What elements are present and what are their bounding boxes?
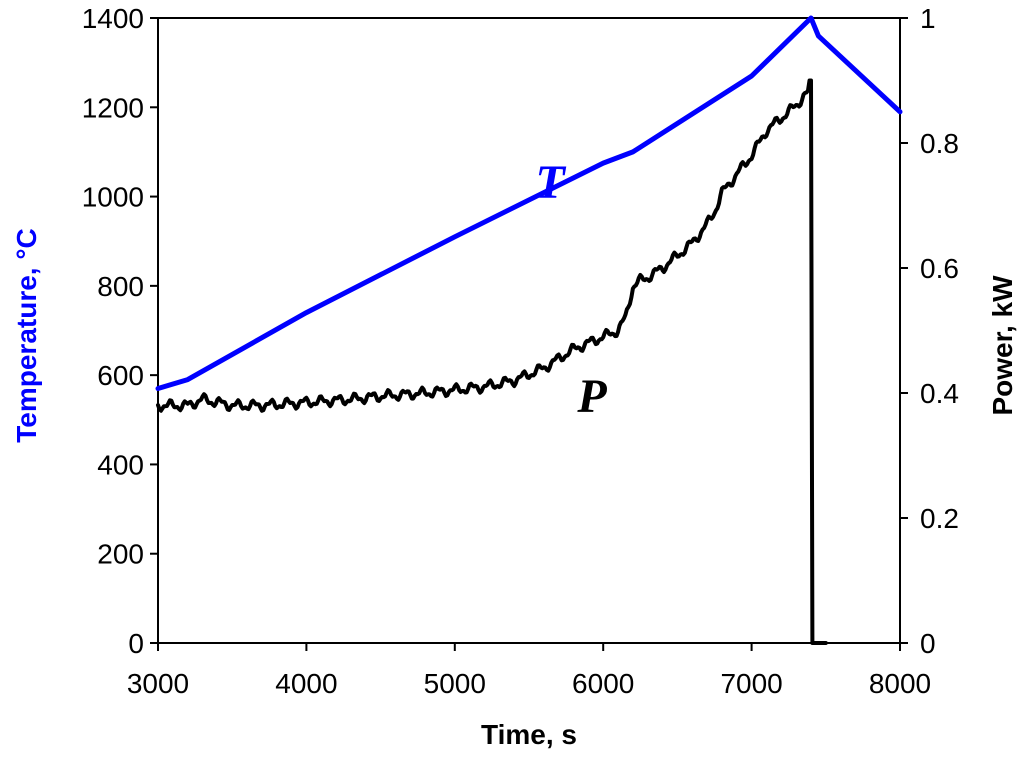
x-axis: 3000 4000 5000 6000 7000 8000 [127, 643, 931, 699]
right-y-tick-label: 0.2 [920, 503, 959, 534]
x-tick-label: 6000 [572, 668, 634, 699]
right-y-axis: 0 0.2 0.4 0.6 0.8 1 [900, 3, 959, 659]
left-y-axis-title: Temperature, °C [11, 228, 42, 443]
x-tick-label: 5000 [424, 668, 486, 699]
right-y-tick-label: 0.4 [920, 378, 959, 409]
right-y-tick-label: 0.6 [920, 253, 959, 284]
x-axis-title: Time, s [481, 719, 577, 750]
left-y-tick-label: 1400 [82, 3, 144, 34]
left-y-tick-label: 400 [97, 449, 144, 480]
left-y-tick-label: 600 [97, 360, 144, 391]
left-y-tick-label: 200 [97, 539, 144, 570]
left-y-tick-label: 1200 [82, 92, 144, 123]
right-y-axis-title: Power, kW [987, 275, 1018, 416]
series-line-p [156, 78, 828, 645]
right-y-tick-label: 0.8 [920, 128, 959, 159]
x-tick-label: 7000 [720, 668, 782, 699]
x-tick-label: 4000 [275, 668, 337, 699]
left-y-axis: 0 200 400 600 800 1000 1200 1400 [82, 3, 158, 659]
series-line-t [155, 15, 903, 391]
series-label-t: T [535, 156, 566, 209]
left-y-tick-label: 800 [97, 271, 144, 302]
x-tick-label: 3000 [127, 668, 189, 699]
plot-frame [157, 17, 901, 644]
right-y-tick-label: 1 [920, 3, 936, 34]
left-y-tick-label: 1000 [82, 182, 144, 213]
series-layer [155, 15, 903, 645]
x-tick-label: 8000 [869, 668, 931, 699]
series-label-p: P [576, 370, 607, 423]
left-y-tick-label: 0 [128, 628, 144, 659]
right-y-tick-label: 0 [920, 628, 936, 659]
